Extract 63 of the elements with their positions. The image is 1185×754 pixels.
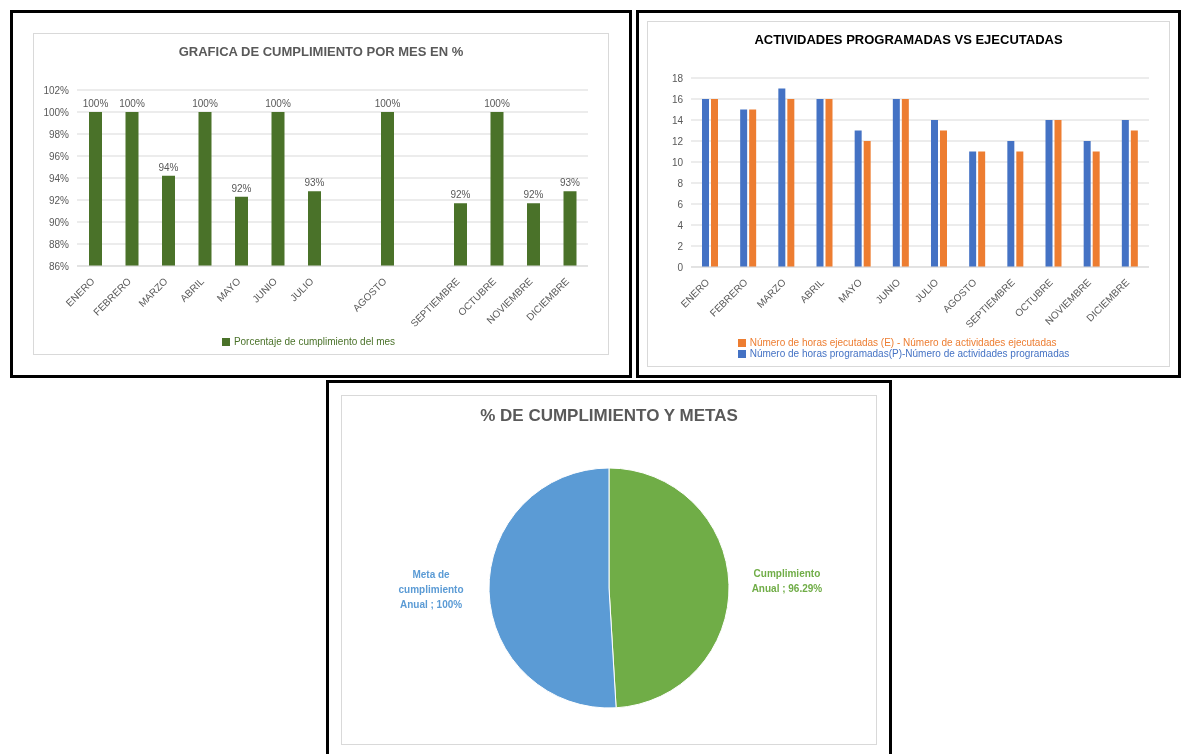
data-label: 100% [265,98,291,109]
bar [1054,120,1062,267]
y-tick-label: 88% [48,238,70,250]
bar [854,130,862,267]
bar [1130,130,1138,267]
bar [825,99,833,267]
y-tick-label: 2 [677,240,684,252]
bar [931,120,938,267]
data-label: 100% [119,98,145,109]
y-tick-label: 6 [677,198,684,210]
bar [940,130,947,267]
y-tick-label: 94% [48,172,70,184]
y-tick-label: 4 [677,219,684,231]
bar [863,141,871,267]
bar [787,99,795,267]
y-tick-label: 86% [48,260,70,272]
y-tick-label: 10 [671,156,684,168]
legend-label: Porcentaje de cumplimiento del mes [233,336,396,347]
bar [892,99,900,267]
bar [778,88,786,267]
slice-label: Meta de cumplimiento Anual ; 100% [398,569,464,611]
legend-label: Número de horas ejecutadas (E) - Número de actividades ejecutadas [749,337,1057,348]
chart-title: ACTIVIDADES PROGRAMADAS VS EJECUTADAS [753,31,1064,49]
y-tick-label: 100% [43,106,70,118]
y-tick-label: 90% [48,216,70,228]
chart-title: GRAFICA DE CUMPLIMIENTO POR MES EN % [177,43,465,61]
data-label: 100% [374,98,401,109]
y-tick-label: 92% [48,194,70,206]
legend-label: Número de horas programadas(P)-Número de actividades programadas [749,348,1070,359]
y-tick-label: 14 [671,114,684,126]
data-label: 93% [559,177,581,189]
bar [969,151,977,267]
bar [1045,120,1053,267]
data-label: 93% [304,177,325,189]
data-label: 92% [450,189,471,201]
bar [1016,151,1024,267]
bar [702,99,709,267]
data-label: 92% [231,182,252,194]
bar [901,99,909,267]
y-tick-label: 102% [43,84,70,96]
y-tick-label: 96% [48,150,70,162]
data-label: 94% [158,161,179,173]
bar [978,151,986,267]
bar [1092,151,1100,267]
bar [1121,120,1129,267]
y-tick-label: 18 [671,72,684,84]
data-label: 100% [484,98,510,109]
y-tick-label: 12 [671,135,684,147]
bar [749,109,757,267]
y-tick-label: 8 [677,177,684,189]
y-tick-label: 98% [48,128,70,140]
bar [740,109,748,267]
slice-label: Cumplimiento Anual ; 96.29% [751,567,823,594]
bar [1083,141,1091,267]
chart-title: % DE CUMPLIMIENTO Y METAS [479,405,739,427]
data-label: 92% [523,189,544,201]
y-tick-label: 0 [677,261,684,273]
bar [711,99,718,267]
y-tick-label: 16 [671,93,684,105]
data-label: 100% [82,98,109,109]
bar [816,99,824,267]
data-label: 100% [192,98,218,109]
bar [1007,141,1015,267]
